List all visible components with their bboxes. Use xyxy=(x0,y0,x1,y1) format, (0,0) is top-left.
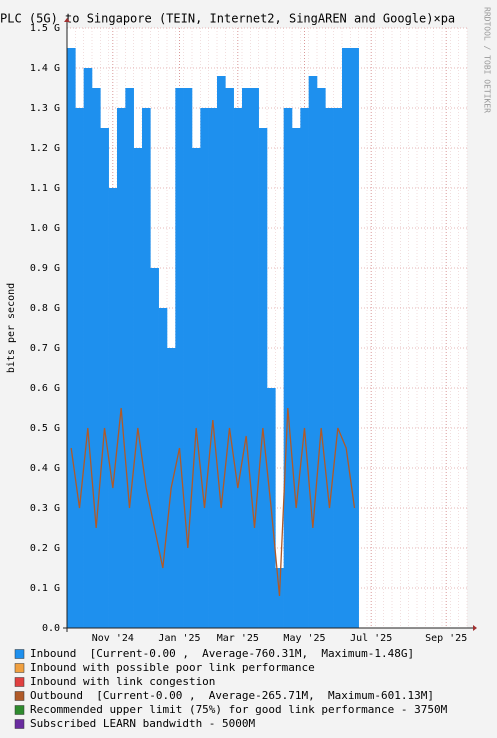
bar xyxy=(242,88,251,628)
y-tick-label: 0.5 G xyxy=(30,423,60,434)
y-tick-label: 0.2 G xyxy=(30,543,60,554)
legend-label: Outbound [Current-0.00 , Average-265.71M… xyxy=(30,689,434,702)
bar xyxy=(308,76,318,628)
legend-swatch xyxy=(14,719,25,729)
bar xyxy=(183,88,193,628)
bar xyxy=(150,268,159,628)
legend-label: Inbound [Current-0.00 , Average-760.31M,… xyxy=(30,647,414,660)
bar xyxy=(258,128,268,628)
bar xyxy=(125,88,134,628)
bar xyxy=(142,108,151,628)
x-tick-label: Mar '25 xyxy=(217,633,259,644)
y-tick-label: 0.4 G xyxy=(30,463,60,474)
legend-label: Recommended upper limit (75%) for good l… xyxy=(30,703,448,716)
bar xyxy=(317,88,326,628)
bar xyxy=(175,88,184,628)
bar xyxy=(325,108,334,628)
x-tick-label: Jan '25 xyxy=(158,633,200,644)
bar xyxy=(133,148,143,628)
line xyxy=(70,407,356,597)
chart-title: PLC (5G) to Singapore (TEIN, Internet2, … xyxy=(0,12,455,26)
y-tick-label: 1.0 G xyxy=(30,223,60,234)
bar xyxy=(75,108,84,628)
bar xyxy=(117,108,126,628)
bar xyxy=(92,88,101,628)
x-arrow xyxy=(473,625,477,631)
legend-swatch xyxy=(14,663,25,673)
y-axis-label: bits per second xyxy=(6,283,17,373)
y-tick-label: 1.1 G xyxy=(30,183,60,194)
bar xyxy=(225,88,234,628)
y-tick-label: 0.0 xyxy=(42,623,60,634)
x-tick-label: Jul '25 xyxy=(350,633,392,644)
bar xyxy=(200,108,209,628)
legend-swatch xyxy=(14,705,25,715)
legend-label: Subscribed LEARN bandwidth - 5000M xyxy=(30,717,256,730)
bar xyxy=(300,108,309,628)
y-arrow xyxy=(64,18,70,22)
bar xyxy=(100,128,109,628)
bar xyxy=(217,76,226,628)
legend-label: Inbound with possible poor link performa… xyxy=(30,661,315,674)
y-tick-label: 0.6 G xyxy=(30,383,60,394)
y-tick-label: 1.4 G xyxy=(30,63,60,74)
y-tick-label: 1.2 G xyxy=(30,143,60,154)
bar xyxy=(233,108,243,628)
watermark: RRDTOOL / TOBI OETIKER xyxy=(483,7,492,113)
bar xyxy=(250,88,259,628)
bar xyxy=(158,308,168,628)
bar xyxy=(192,148,201,628)
y-tick-label: 1.5 G xyxy=(30,23,60,34)
y-tick-label: 0.9 G xyxy=(30,263,60,274)
y-tick-label: 1.3 G xyxy=(30,103,60,114)
y-tick-label: 0.8 G xyxy=(30,303,60,314)
legend-swatch xyxy=(14,649,25,659)
bar xyxy=(108,188,118,628)
legend-swatch xyxy=(14,691,25,701)
y-tick-label: 0.3 G xyxy=(30,503,60,514)
bar xyxy=(333,108,343,628)
bar xyxy=(67,48,76,628)
y-tick-label: 0.1 G xyxy=(30,583,60,594)
bar xyxy=(350,48,359,628)
y-tick-label: 0.7 G xyxy=(30,343,60,354)
bar xyxy=(275,568,284,628)
x-tick-label: Sep '25 xyxy=(425,633,467,644)
bar xyxy=(283,108,293,628)
bar xyxy=(83,68,93,628)
legend-swatch xyxy=(14,677,25,687)
bar xyxy=(208,108,218,628)
legend-label: Inbound with link congestion xyxy=(30,675,215,688)
bar xyxy=(342,48,351,628)
x-tick-label: Nov '24 xyxy=(92,633,134,644)
x-tick-label: May '25 xyxy=(283,633,325,644)
bar xyxy=(292,128,301,628)
